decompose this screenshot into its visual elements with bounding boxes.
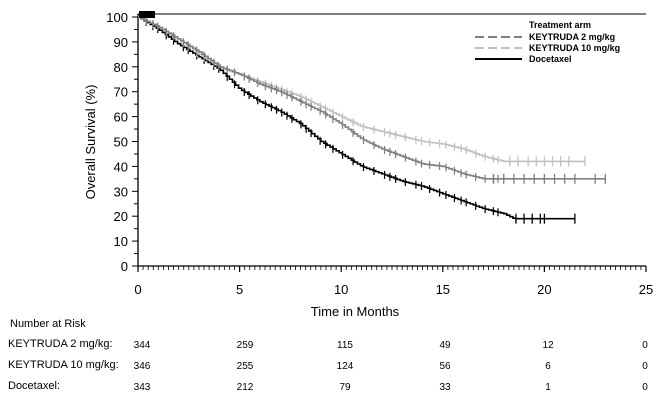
risk-value: 56 (439, 361, 451, 372)
y-tick-label: 50 (114, 135, 128, 150)
censor-cluster (139, 11, 155, 18)
curve-keytruda-10-mg-kg (138, 16, 586, 163)
risk-value: 49 (439, 340, 451, 351)
risk-value: 12 (542, 340, 554, 351)
risk-value: 343 (133, 382, 151, 393)
risk-value: 79 (339, 382, 351, 393)
risk-row-label: KEYTRUDA 10 mg/kg: (8, 359, 119, 371)
x-tick-label: 0 (134, 282, 141, 297)
risk-value: 0 (642, 340, 648, 351)
legend-title: Treatment arm (529, 20, 591, 30)
x-tick-label: 20 (537, 282, 551, 297)
risk-table-title: Number at Risk (10, 318, 86, 330)
y-tick-label: 70 (114, 85, 128, 100)
y-tick-label: 0 (121, 259, 128, 274)
y-tick-label: 90 (114, 35, 128, 50)
risk-value: 1 (545, 382, 551, 393)
risk-row-label: KEYTRUDA 2 mg/kg: (8, 338, 113, 350)
risk-value: 6 (545, 361, 551, 372)
y-tick-label: 20 (114, 209, 128, 224)
y-tick-label: 10 (114, 234, 128, 249)
x-tick-label: 25 (639, 282, 653, 297)
y-tick-label: 60 (114, 110, 128, 125)
x-axis-label: Time in Months (311, 304, 400, 319)
legend-label: KEYTRUDA 10 mg/kg (529, 43, 620, 53)
x-tick-label: 15 (436, 282, 450, 297)
risk-value: 33 (439, 382, 451, 393)
y-axis-label: Overall Survival (%) (83, 85, 98, 200)
x-tick-label: 5 (236, 282, 243, 297)
risk-value: 0 (642, 382, 648, 393)
risk-value: 212 (236, 382, 254, 393)
risk-value: 344 (133, 340, 151, 351)
y-tick-label: 40 (114, 159, 128, 174)
risk-value: 259 (236, 340, 254, 351)
x-tick-label: 10 (334, 282, 348, 297)
risk-value: 346 (133, 361, 151, 372)
risk-row-label: Docetaxel: (8, 380, 60, 392)
y-tick-label: 30 (114, 184, 128, 199)
risk-value: 115 (337, 340, 353, 351)
risk-value: 124 (336, 361, 354, 372)
risk-value: 0 (642, 361, 648, 372)
risk-value: 255 (236, 361, 254, 372)
legend-label: KEYTRUDA 2 mg/kg (529, 32, 615, 42)
y-tick-label: 100 (106, 10, 128, 25)
y-tick-label: 80 (114, 60, 128, 75)
legend-label: Docetaxel (529, 54, 572, 64)
